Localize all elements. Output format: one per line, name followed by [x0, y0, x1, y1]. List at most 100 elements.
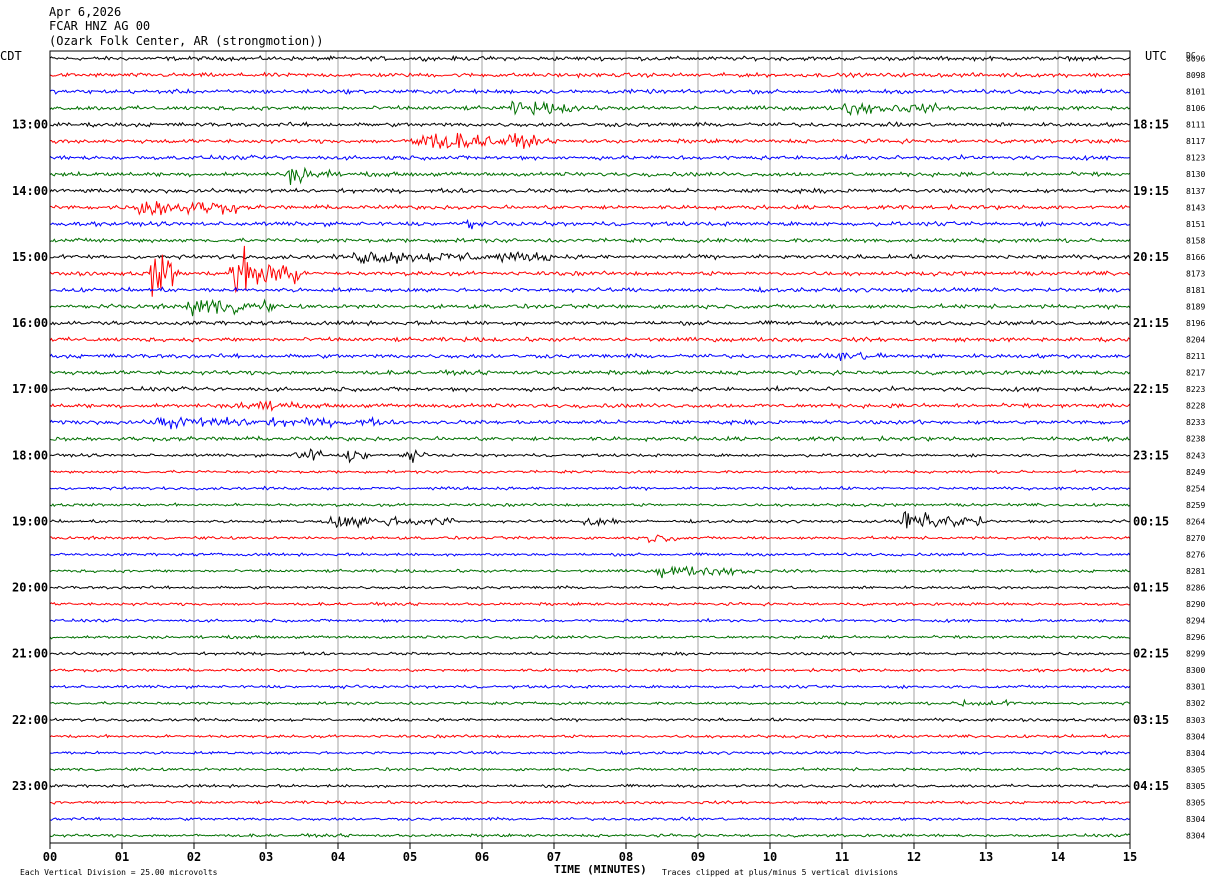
trace-24: [49, 448, 1131, 464]
left-hour-label: 15:00: [12, 250, 48, 264]
dc-offset-label: 8302: [1186, 699, 1205, 708]
trace-37: [49, 667, 1131, 673]
dc-offset-label: 8181: [1186, 286, 1205, 295]
right-hour-label: 00:15: [1133, 514, 1169, 528]
dc-offset-label: 8158: [1186, 236, 1205, 245]
dc-header: DC: [1186, 51, 1196, 60]
trace-14: [49, 285, 1131, 294]
x-tick-label-03: 03: [259, 850, 273, 864]
x-axis: 00 01 02 03 04 05 06 07 08 09 10 11 12 13 14 15: [43, 843, 1137, 864]
clip-note: Traces clipped at plus/minus 5 vertical …: [662, 868, 898, 877]
plot-frame: [49, 50, 1131, 844]
header-station: FCAR HNZ AG 00: [49, 19, 150, 33]
header-date: Apr 6,2026: [49, 5, 121, 19]
dc-offset-label: 8137: [1186, 187, 1205, 196]
trace-5: [49, 132, 1131, 149]
right-hour-label: 19:15: [1133, 184, 1169, 198]
right-hour-label: 18:15: [1133, 118, 1169, 132]
trace-23: [49, 435, 1131, 443]
trace-38: [49, 684, 1131, 690]
dc-offset-label: 8166: [1186, 253, 1205, 262]
dc-offset-label: 8301: [1186, 683, 1205, 692]
trace-30: [49, 551, 1131, 558]
dc-offset-label: 8233: [1186, 418, 1205, 427]
trace-17: [49, 336, 1131, 343]
dc-offset-label: 8223: [1186, 385, 1205, 394]
x-tick-label-04: 04: [331, 850, 345, 864]
right-hour-label: 22:15: [1133, 382, 1169, 396]
x-tick-label-01: 01: [115, 850, 129, 864]
trace-34: [49, 617, 1131, 624]
dc-offset-label: 8238: [1186, 435, 1205, 444]
x-tick-label-13: 13: [979, 850, 993, 864]
time-grid: [121, 51, 1059, 843]
dc-offset-label: 8151: [1186, 220, 1205, 229]
x-tick-label-00: 00: [43, 850, 57, 864]
left-timezone: CDT: [0, 49, 22, 63]
trace-15: [49, 298, 1131, 317]
trace-43: [49, 766, 1131, 773]
dc-offset-label: 8303: [1186, 716, 1205, 725]
dc-offset-label: 8196: [1186, 319, 1205, 328]
trace-25: [49, 469, 1131, 475]
right-hour-label: 23:15: [1133, 448, 1169, 462]
trace-21: [49, 400, 1131, 412]
dc-offset-label: 8101: [1186, 88, 1205, 97]
right-hour-labels: 18:15 19:15 20:15 21:15 22:15 23:15 00:15 01:15…: [1133, 118, 1169, 793]
trace-22: [49, 416, 1131, 430]
x-tick-label-08: 08: [619, 850, 633, 864]
right-hour-label: 03:15: [1133, 713, 1169, 727]
dc-offset-label: 8106: [1186, 104, 1205, 113]
x-tick-label-02: 02: [187, 850, 201, 864]
dc-offset-label: 8259: [1186, 501, 1205, 510]
seismic-traces: [49, 54, 1131, 839]
trace-16: [49, 319, 1131, 327]
left-hour-label: 18:00: [12, 448, 48, 462]
dc-offset-label: 8305: [1186, 765, 1205, 774]
trace-13: [49, 245, 1131, 297]
dc-offset-label: 8286: [1186, 584, 1205, 593]
trace-29: [49, 534, 1131, 544]
dc-offset-label: 8290: [1186, 600, 1205, 609]
trace-9: [49, 201, 1131, 217]
dc-offset-label: 8189: [1186, 302, 1205, 311]
dc-offset-label: 8254: [1186, 484, 1205, 493]
x-tick-label-12: 12: [907, 850, 921, 864]
dc-offset-label: 8096: [1186, 55, 1205, 64]
dc-offset-label: 8098: [1186, 71, 1205, 80]
dc-offset-label: 8281: [1186, 567, 1205, 576]
trace-26: [49, 485, 1131, 492]
right-hour-label: 04:15: [1133, 779, 1169, 793]
left-hour-label: 17:00: [12, 382, 48, 396]
trace-46: [49, 816, 1131, 822]
x-tick-label-14: 14: [1051, 850, 1065, 864]
x-tick-label-09: 09: [691, 850, 705, 864]
dc-offset-label: 8211: [1186, 352, 1205, 361]
trace-41: [49, 733, 1131, 739]
trace-2: [49, 87, 1131, 95]
x-tick-label-11: 11: [835, 850, 849, 864]
trace-45: [49, 799, 1131, 805]
dc-offset-label: 8123: [1186, 154, 1205, 163]
dc-offset-labels: 8096 8098 8101 8106 8111 8117 8123 8130 8137 8143…: [1186, 55, 1205, 841]
trace-11: [49, 237, 1131, 244]
dc-offset-label: 8296: [1186, 633, 1205, 642]
trace-39: [49, 698, 1131, 707]
trace-12: [49, 251, 1131, 265]
right-timezone: UTC: [1145, 49, 1167, 63]
trace-20: [49, 384, 1131, 393]
dc-offset-label: 8130: [1186, 170, 1205, 179]
trace-31: [49, 565, 1131, 579]
left-hour-label: 16:00: [12, 316, 48, 330]
left-hour-label: 21:00: [12, 647, 48, 661]
header-location: (Ozark Folk Center, AR (strongmotion)): [49, 34, 324, 48]
x-tick-label-05: 05: [403, 850, 417, 864]
x-tick-label-06: 06: [475, 850, 489, 864]
left-hour-label: 13:00: [12, 118, 48, 132]
trace-0: [49, 54, 1131, 63]
dc-offset-label: 8294: [1186, 617, 1205, 626]
left-hour-label: 23:00: [12, 779, 48, 793]
left-hour-label: 19:00: [12, 514, 48, 528]
x-axis-title: TIME (MINUTES): [554, 863, 647, 876]
trace-7: [49, 166, 1131, 186]
